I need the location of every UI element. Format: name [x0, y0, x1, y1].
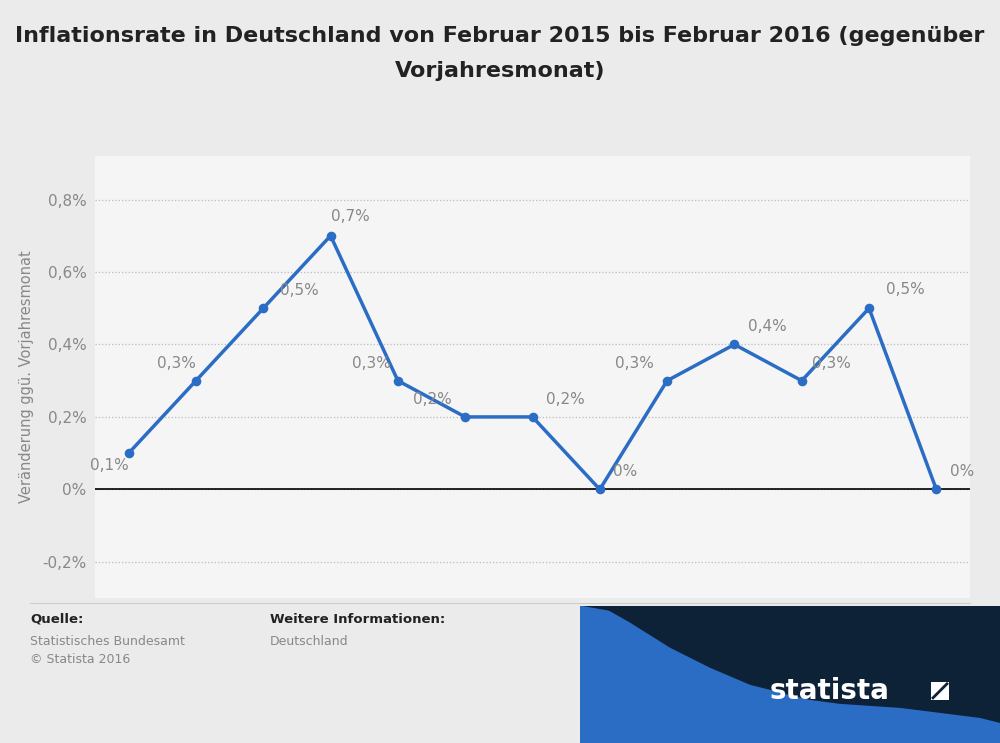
Text: 0,7%: 0,7% [331, 210, 369, 224]
Text: Quelle:: Quelle: [30, 613, 83, 626]
Text: 0,3%: 0,3% [157, 356, 196, 371]
Point [188, 374, 204, 386]
Text: 0,4%: 0,4% [748, 319, 787, 334]
Point [726, 339, 742, 351]
Text: 0,3%: 0,3% [352, 356, 391, 371]
Point [121, 447, 137, 459]
Point [255, 302, 271, 314]
Text: 0,1%: 0,1% [90, 458, 129, 473]
FancyBboxPatch shape [580, 606, 1000, 743]
Polygon shape [580, 606, 1000, 743]
FancyBboxPatch shape [931, 682, 949, 700]
Text: statista: statista [770, 677, 890, 705]
Point [323, 230, 339, 241]
Text: 0,5%: 0,5% [886, 282, 925, 296]
Polygon shape [580, 606, 1000, 723]
Text: 0%: 0% [950, 464, 974, 479]
Text: Vorjahresmonat): Vorjahresmonat) [395, 61, 605, 81]
Text: 0,3%: 0,3% [812, 356, 851, 371]
Point [794, 374, 810, 386]
Y-axis label: Veränderung ggü. Vorjahresmonat: Veränderung ggü. Vorjahresmonat [19, 250, 34, 504]
Point [592, 484, 608, 496]
Text: Deutschland: Deutschland [270, 635, 349, 648]
Text: 0,5%: 0,5% [280, 283, 319, 298]
Text: 0,2%: 0,2% [546, 392, 585, 406]
Point [390, 374, 406, 386]
Text: 0,2%: 0,2% [413, 392, 452, 406]
Point [861, 302, 877, 314]
Point [928, 484, 944, 496]
Text: Statistisches Bundesamt
© Statista 2016: Statistisches Bundesamt © Statista 2016 [30, 635, 185, 666]
Point [524, 411, 540, 423]
Point [659, 374, 675, 386]
Text: 0,3%: 0,3% [615, 356, 654, 371]
Point [457, 411, 473, 423]
Text: Inflationsrate in Deutschland von Februar 2015 bis Februar 2016 (gegenüber: Inflationsrate in Deutschland von Februa… [15, 26, 985, 46]
Text: Weitere Informationen:: Weitere Informationen: [270, 613, 445, 626]
Text: 0%: 0% [613, 464, 638, 479]
